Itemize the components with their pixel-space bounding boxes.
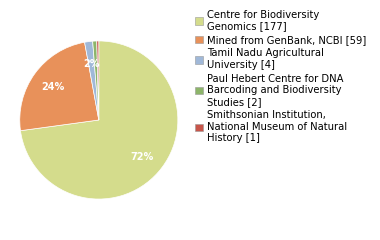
Text: 2%: 2% <box>83 59 100 69</box>
Legend: Centre for Biodiversity
Genomics [177], Mined from GenBank, NCBI [59], Tamil Nad: Centre for Biodiversity Genomics [177], … <box>195 10 366 144</box>
Wedge shape <box>93 41 99 120</box>
Wedge shape <box>20 42 99 131</box>
Text: 24%: 24% <box>41 82 64 92</box>
Wedge shape <box>97 41 99 120</box>
Text: 72%: 72% <box>130 152 153 162</box>
Wedge shape <box>21 41 178 199</box>
Wedge shape <box>85 41 99 120</box>
